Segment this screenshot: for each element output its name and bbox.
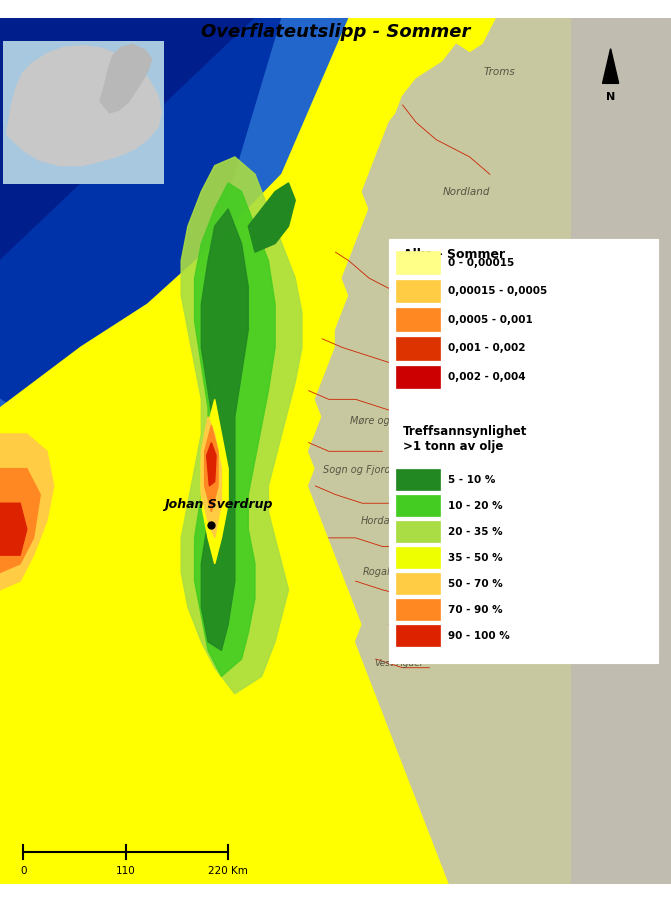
Polygon shape: [0, 495, 40, 607]
Text: N: N: [606, 92, 615, 102]
Text: 90 - 100 %: 90 - 100 %: [448, 631, 509, 641]
Text: Johan Sverdrup: Johan Sverdrup: [164, 497, 273, 510]
Text: Treffsannsynlighet
>1 tonn av olje: Treffsannsynlighet >1 tonn av olje: [403, 426, 527, 453]
Text: 0,002 - 0,004: 0,002 - 0,004: [448, 372, 525, 382]
Bar: [389, 239, 658, 426]
Bar: [396, 366, 440, 388]
Bar: [396, 574, 440, 594]
Text: Møre og Romsdal: Møre og Romsdal: [350, 416, 435, 426]
Text: 35 - 50 %: 35 - 50 %: [448, 553, 502, 563]
Text: Rogaland: Rogaland: [363, 567, 409, 577]
Text: Akershus: Akershus: [447, 546, 486, 555]
Polygon shape: [195, 183, 275, 676]
Text: Nord-Trøndelag: Nord-Trøndelag: [409, 308, 484, 318]
Polygon shape: [603, 49, 619, 84]
Polygon shape: [0, 18, 349, 408]
Polygon shape: [0, 503, 27, 555]
Text: Buskerud: Buskerud: [423, 503, 469, 513]
Text: Hordaland: Hordaland: [360, 516, 411, 526]
Text: Vestfold: Vestfold: [434, 594, 468, 603]
Polygon shape: [0, 18, 349, 408]
Polygon shape: [205, 426, 218, 512]
Polygon shape: [201, 209, 248, 650]
Bar: [396, 495, 440, 516]
Text: 10 - 20 %: 10 - 20 %: [448, 501, 502, 511]
Polygon shape: [100, 44, 152, 112]
Text: Oslo: Oslo: [450, 564, 469, 573]
Text: Overflateutslipp - Sommer: Overflateutslipp - Sommer: [201, 23, 470, 41]
Polygon shape: [207, 443, 216, 486]
Polygon shape: [0, 469, 40, 573]
Polygon shape: [0, 18, 349, 469]
Text: Østfold: Østfold: [454, 594, 483, 603]
Text: 20 - 35 %: 20 - 35 %: [448, 527, 502, 537]
Text: Vest-Agder: Vest-Agder: [374, 659, 424, 668]
Bar: [396, 280, 440, 302]
Text: 0 - 0,00015: 0 - 0,00015: [448, 258, 514, 268]
Polygon shape: [523, 18, 671, 884]
Text: Troms: Troms: [484, 67, 516, 77]
Polygon shape: [248, 183, 295, 252]
Polygon shape: [201, 400, 228, 564]
Text: 220 Km: 220 Km: [208, 866, 248, 876]
Bar: [396, 625, 440, 647]
Bar: [396, 251, 440, 274]
Text: Oppland: Oppland: [425, 447, 467, 456]
Text: Nordland: Nordland: [443, 187, 490, 196]
Polygon shape: [201, 416, 221, 538]
Bar: [396, 470, 440, 490]
Text: Hedmark: Hedmark: [462, 447, 504, 456]
Polygon shape: [55, 59, 76, 87]
Text: 50 - 70 %: 50 - 70 %: [448, 578, 503, 589]
Polygon shape: [7, 46, 161, 166]
Bar: [396, 547, 440, 568]
Text: Sør-Trøndelag: Sør-Trøndelag: [393, 364, 460, 374]
Polygon shape: [181, 157, 302, 694]
Text: 0: 0: [20, 866, 27, 876]
Text: 5 - 10 %: 5 - 10 %: [448, 475, 495, 484]
Polygon shape: [0, 434, 54, 589]
Text: 0,00015 - 0,0005: 0,00015 - 0,0005: [448, 286, 547, 297]
Bar: [396, 521, 440, 542]
Text: Sogn og Fjordane: Sogn og Fjordane: [323, 465, 409, 475]
Text: 70 - 90 %: 70 - 90 %: [448, 605, 502, 614]
Text: 0,001 - 0,002: 0,001 - 0,002: [448, 344, 525, 354]
Text: 110: 110: [116, 866, 136, 876]
Text: Aust-Agder: Aust-Agder: [398, 642, 448, 650]
Text: 0,0005 - 0,001: 0,0005 - 0,001: [448, 315, 532, 325]
Bar: [389, 416, 658, 663]
Text: Telemark: Telemark: [417, 567, 462, 577]
Bar: [396, 600, 440, 620]
Text: Alke - Sommer: Alke - Sommer: [403, 248, 505, 261]
Bar: [396, 309, 440, 331]
Polygon shape: [309, 18, 570, 884]
Polygon shape: [16, 101, 55, 138]
Polygon shape: [0, 18, 671, 884]
Bar: [91, 62, 123, 116]
Bar: [396, 337, 440, 359]
